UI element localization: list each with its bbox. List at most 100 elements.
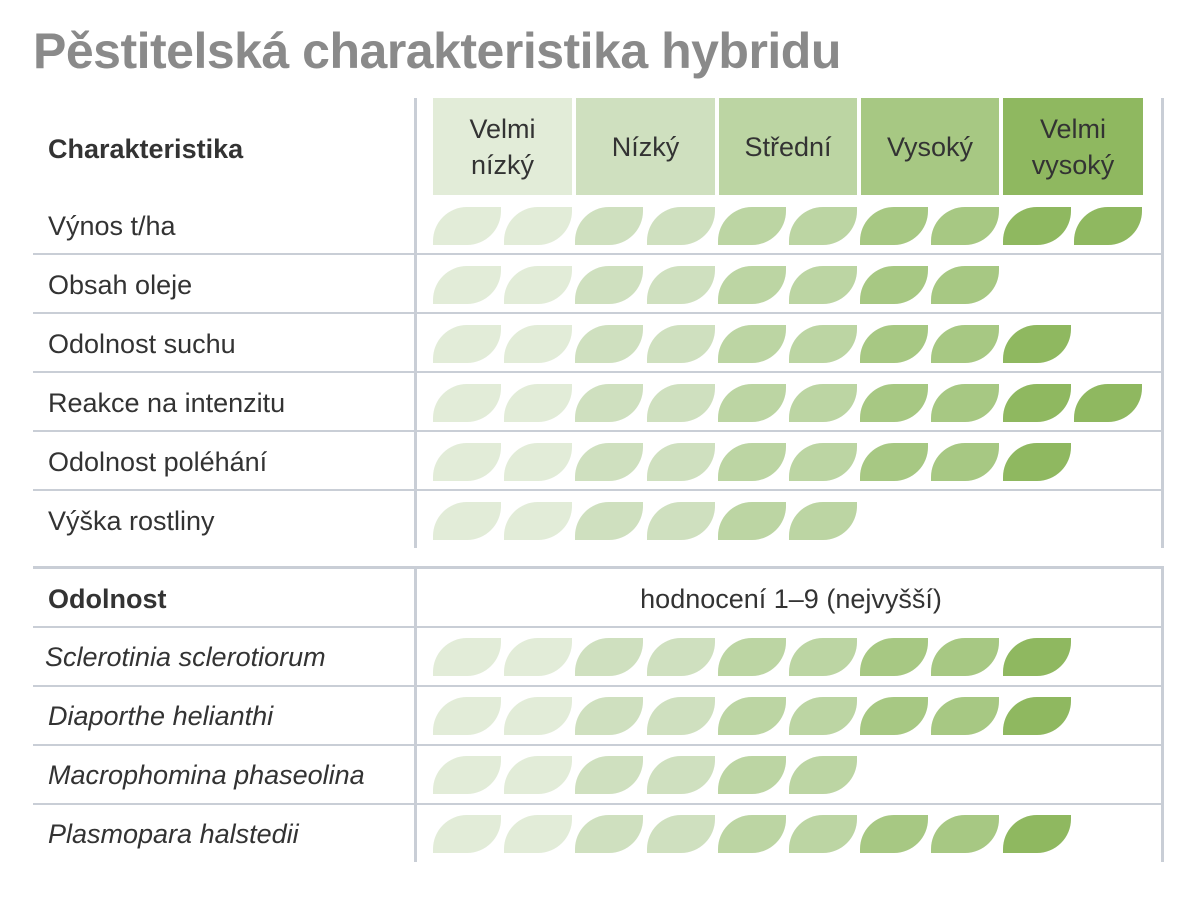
rating-leaf	[647, 443, 715, 481]
row-separator	[33, 626, 1164, 628]
scale-caption: hodnocení 1–9 (nejvyšší)	[640, 584, 942, 614]
rating-leaf	[647, 325, 715, 363]
rating-leaf	[789, 756, 857, 794]
rating-leaf	[1003, 815, 1071, 853]
section-separator	[33, 566, 1164, 569]
rating-leaf	[433, 502, 501, 540]
rating-leaf	[433, 384, 501, 422]
rating-leaf	[433, 266, 501, 304]
row-label: Obsah oleje	[48, 270, 193, 300]
rating-leaf	[931, 384, 999, 422]
rating-leaf	[860, 325, 928, 363]
rating-leaf	[433, 207, 501, 245]
level-high: Vysoký	[861, 98, 999, 195]
rating-leaf	[789, 502, 857, 540]
rating-leaf	[718, 443, 786, 481]
rating-leaf	[575, 325, 643, 363]
level-medium-label: Střední	[744, 131, 832, 162]
rating-leaf	[718, 384, 786, 422]
rating-leaf	[504, 697, 572, 735]
rating-leaf	[1003, 638, 1071, 676]
rating-leaf	[647, 638, 715, 676]
row-label: Diaporthe helianthi	[48, 701, 274, 731]
rating-leaf	[504, 266, 572, 304]
level-very-low: Velmi nízký	[433, 98, 572, 195]
rating-leaf	[789, 207, 857, 245]
rating-leaf	[647, 266, 715, 304]
level-low-label: Nízký	[611, 131, 680, 162]
rating-leaf	[718, 207, 786, 245]
rating-leaf	[647, 502, 715, 540]
rating-leaf	[860, 384, 928, 422]
row-label: Výnos t/ha	[48, 211, 176, 241]
divider-right-top	[1161, 98, 1164, 548]
row-separator	[33, 312, 1164, 314]
rating-leaf	[718, 266, 786, 304]
rating-leaf	[931, 207, 999, 245]
rating-leaf	[789, 815, 857, 853]
level-very-low-line1: Velmi	[469, 113, 536, 144]
rating-leaf	[1074, 207, 1142, 245]
rating-leaf	[789, 325, 857, 363]
row-separator	[33, 430, 1164, 432]
row-separator	[33, 253, 1164, 255]
rating-leaf	[647, 756, 715, 794]
row-label: Výška rostliny	[48, 506, 215, 536]
row-separator	[33, 803, 1164, 805]
rating-leaf	[575, 443, 643, 481]
rating-leaf	[718, 815, 786, 853]
rating-leaf	[860, 207, 928, 245]
rating-leaf	[575, 638, 643, 676]
rating-leaf	[718, 325, 786, 363]
rating-leaf	[504, 756, 572, 794]
rating-leaf	[433, 443, 501, 481]
row-label: Plasmopara halstedii	[48, 819, 299, 849]
rating-leaf	[931, 443, 999, 481]
rating-leaf	[433, 815, 501, 853]
rating-leaf	[718, 697, 786, 735]
rating-leaf	[1003, 697, 1071, 735]
rating-leaf	[504, 638, 572, 676]
characteristics-heading: Charakteristika	[48, 134, 244, 164]
rating-leaf	[504, 207, 572, 245]
rating-leaf	[931, 266, 999, 304]
rating-leaf	[789, 443, 857, 481]
rating-leaf	[1003, 207, 1071, 245]
level-low: Nízký	[576, 98, 715, 195]
rating-leaf	[931, 697, 999, 735]
rating-leaf	[575, 207, 643, 245]
level-very-high-line1: Velmi	[1039, 113, 1107, 144]
rating-leaf	[931, 638, 999, 676]
rating-leaf	[504, 325, 572, 363]
level-very-high-line2: vysoký	[1031, 149, 1115, 180]
level-very-high: Velmi vysoký	[1003, 98, 1143, 195]
rating-leaf	[860, 266, 928, 304]
rating-leaf	[718, 756, 786, 794]
row-label: Odolnost suchu	[48, 329, 236, 359]
divider-left-bottom	[414, 568, 417, 862]
rating-leaf	[575, 502, 643, 540]
row-label: Macrophomina phaseolina	[48, 760, 365, 790]
page-title: Pěstitelská charakteristika hybridu	[33, 23, 841, 79]
rating-leaf	[860, 815, 928, 853]
rating-leaf	[433, 756, 501, 794]
rating-leaf	[789, 697, 857, 735]
rating-leaf	[433, 325, 501, 363]
rating-leaf	[504, 443, 572, 481]
row-label: Odolnost poléhání	[48, 447, 268, 477]
rating-leaf	[931, 815, 999, 853]
rating-leaf	[647, 697, 715, 735]
rating-leaf	[1074, 384, 1142, 422]
level-high-label: Vysoký	[886, 131, 974, 162]
rating-leaf	[504, 815, 572, 853]
rating-leaf	[575, 697, 643, 735]
rating-leaf	[1003, 325, 1071, 363]
rating-leaf	[433, 638, 501, 676]
row-label: Reakce na intenzitu	[48, 388, 286, 418]
divider-right-bottom	[1161, 568, 1164, 862]
divider-left-top	[414, 98, 417, 548]
rating-leaf	[647, 815, 715, 853]
level-medium: Střední	[719, 98, 857, 195]
row-separator	[33, 489, 1164, 491]
rating-leaf	[789, 638, 857, 676]
